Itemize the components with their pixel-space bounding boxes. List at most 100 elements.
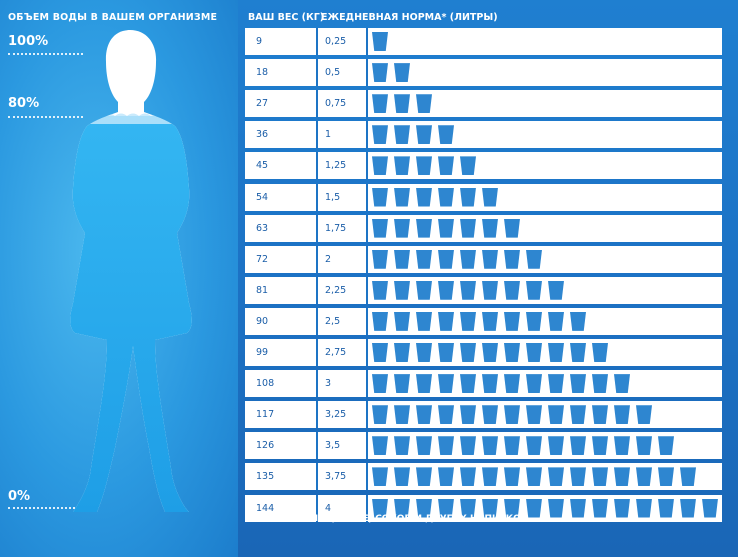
liters-cell: 2,75 [318,339,368,366]
liters-cell: 3,25 [318,401,368,429]
water-glass-icon [394,63,410,83]
water-glass-icon [570,311,586,331]
water-glass-icon [504,374,520,394]
norm-column-header: ЕЖЕДНЕВНАЯ НОРМА* (ЛИТРЫ) [321,12,498,23]
water-glass-icon [372,498,388,518]
water-glass-icon [636,436,652,456]
weight-cell: 135 [245,463,318,491]
weight-cell: 90 [245,307,318,335]
water-glass-icon [438,374,454,394]
water-glass-icon [548,498,564,518]
water-glass-icon [394,374,410,394]
water-glass-icon [658,467,674,487]
water-glass-icon [592,405,608,425]
cups-cell [368,28,388,55]
water-glass-icon [416,405,432,425]
woman-silhouette-icon [70,30,192,512]
water-glass-icon [372,280,388,300]
weight-cell: 117 [245,401,318,429]
liters-cell: 2,5 [318,307,368,335]
water-glass-icon [614,498,630,518]
cups-cell [368,246,542,273]
water-glass-icon [526,374,542,394]
liters-cell: 1,5 [318,183,368,211]
water-glass-icon [504,218,520,238]
liters-cell: 0,5 [318,59,368,87]
table-row: 18 0,5 [245,59,722,87]
liters-cell: 2,25 [318,276,368,304]
water-glass-icon [460,343,476,362]
water-glass-icon [482,374,498,394]
water-glass-icon [592,374,608,394]
water-glass-icon [394,311,410,331]
weight-cell: 18 [245,59,318,87]
cups-cell [368,59,410,86]
liters-cell: 3 [318,370,368,398]
cups-cell [368,152,476,179]
cups-cell [368,370,630,397]
water-glass-icon [614,467,630,487]
liters-cell: 1 [318,121,368,149]
water-glass-icon [394,436,410,456]
percent-label-0: 0% [8,489,31,504]
water-glass-icon [438,156,454,176]
water-glass-icon [438,405,454,425]
water-glass-icon [548,405,564,425]
water-glass-icon [658,436,674,456]
water-glass-icon [680,467,696,487]
water-glass-icon [504,498,520,518]
weight-cell: 45 [245,152,318,180]
water-glass-icon [570,343,586,362]
table-row: 63 1,75 [245,214,722,242]
water-glass-icon [482,436,498,456]
water-glass-icon [416,467,432,487]
water-glass-icon [394,125,410,145]
table-row: 135 3,75 [245,463,722,491]
water-glass-icon [394,156,410,176]
table-row: 45 1,25 [245,152,722,180]
water-glass-icon [548,343,564,362]
water-glass-icon [548,467,564,487]
weight-cell: 81 [245,276,318,304]
water-glass-icon [460,156,476,176]
cups-cell [368,184,498,211]
water-glass-icon [636,467,652,487]
water-glass-icon [504,405,520,425]
liters-cell: 1,25 [318,152,368,180]
cups-cell [368,121,454,148]
water-glass-icon [460,311,476,331]
percent-line-0 [8,507,83,509]
water-glass-icon [372,374,388,394]
water-glass-icon [394,187,410,207]
water-glass-icon [460,467,476,487]
liters-cell: 3,5 [318,432,368,460]
water-glass-icon [394,467,410,487]
water-glass-icon [504,280,520,300]
water-glass-icon [548,280,564,300]
water-glass-icon [416,187,432,207]
cups-cell [368,277,564,304]
water-glass-icon [526,405,542,425]
cups-cell [368,90,432,117]
cups-cell [368,463,696,490]
water-glass-icon [570,467,586,487]
water-glass-icon [482,405,498,425]
body-water-title: ОБЪЕМ ВОДЫ В ВАШЕМ ОРГАНИЗМЕ [8,12,218,23]
water-glass-icon [438,218,454,238]
water-glass-icon [372,436,388,456]
water-glass-icon [504,311,520,331]
water-glass-icon [372,343,388,362]
water-glass-icon [526,498,542,518]
weight-cell: 126 [245,432,318,460]
water-glass-icon [658,498,674,518]
water-glass-icon [504,343,520,362]
cups-cell [368,495,718,522]
water-glass-icon [636,498,652,518]
water-glass-icon [482,187,498,207]
table-row: 126 3,5 [245,432,722,460]
water-glass-icon [460,436,476,456]
water-glass-icon [416,125,432,145]
water-glass-icon [438,311,454,331]
cups-cell [368,215,520,242]
water-glass-icon [372,467,388,487]
